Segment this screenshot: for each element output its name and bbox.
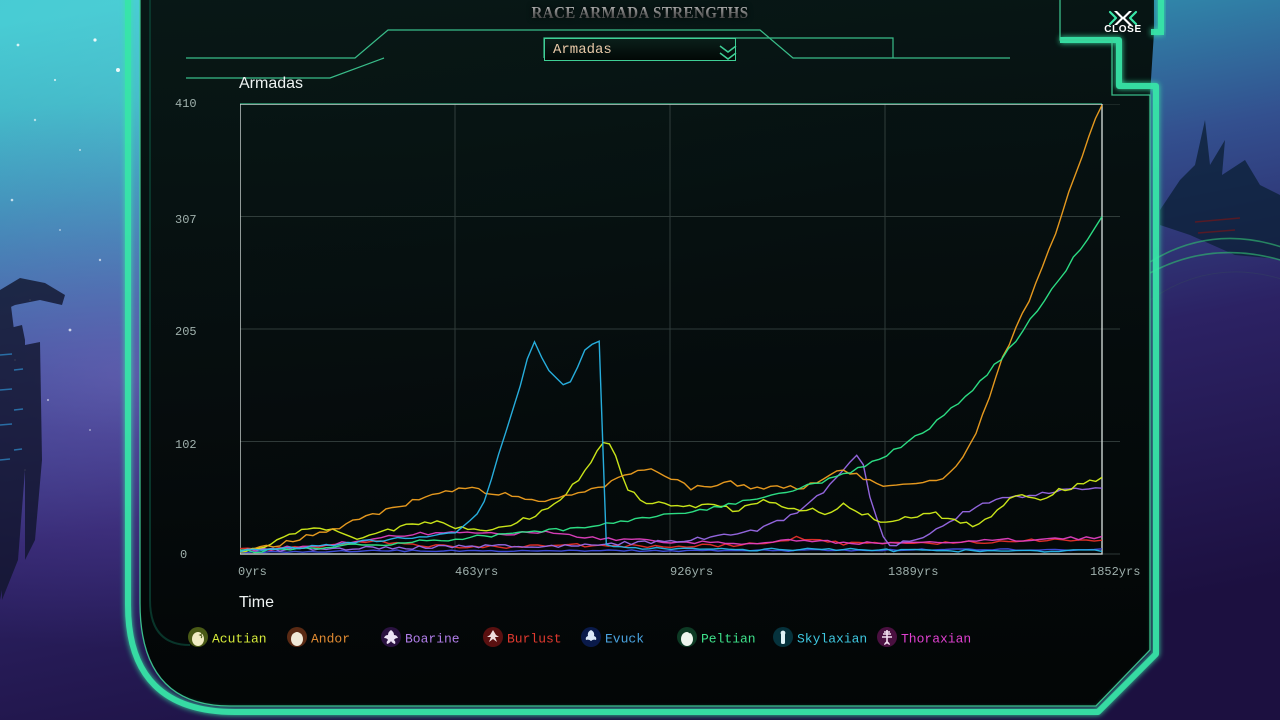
svg-text:CLOSE: CLOSE [1104,24,1141,34]
